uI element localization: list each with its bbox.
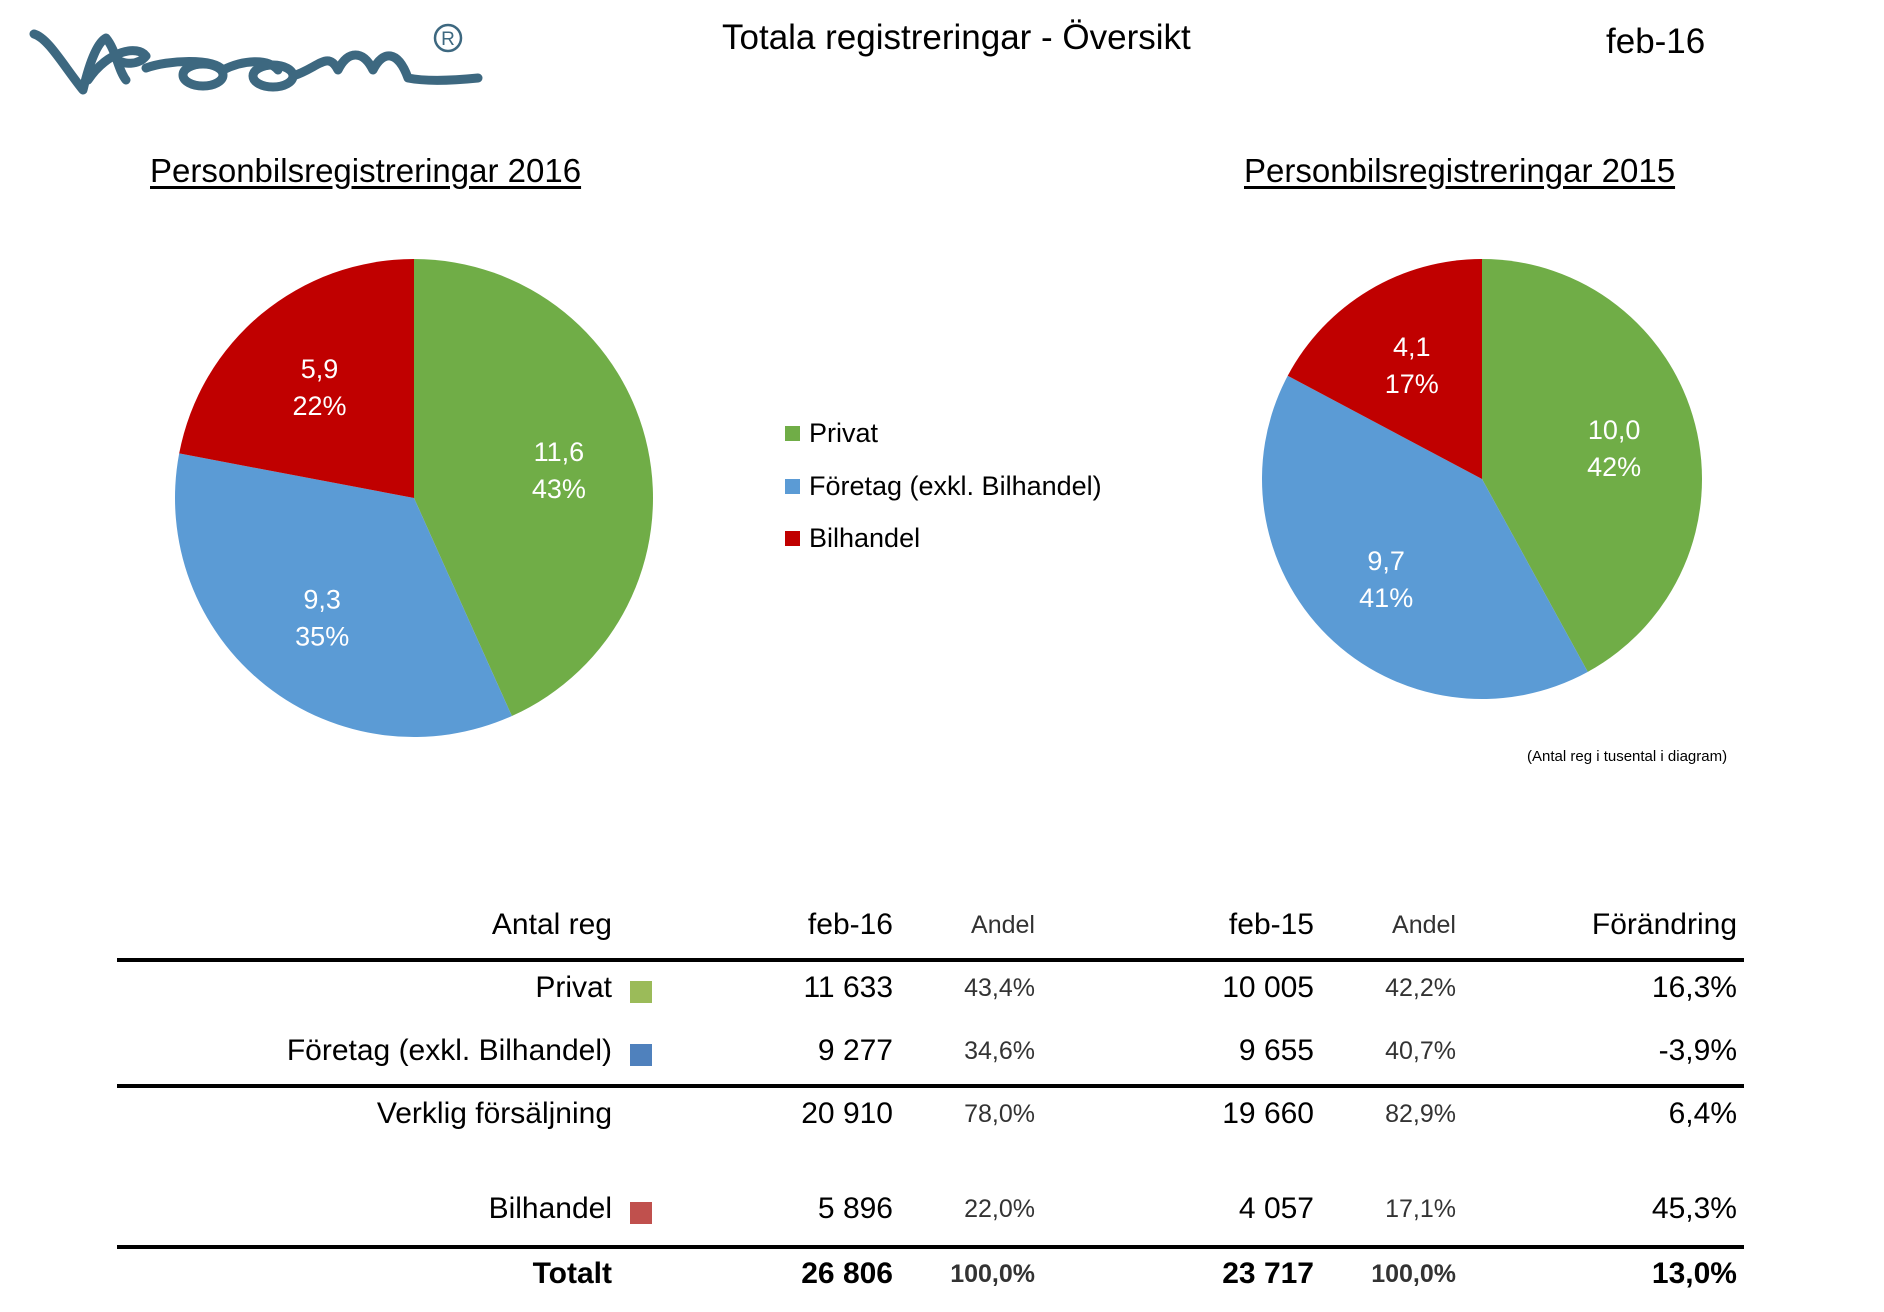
pie-value-label: 9,7	[1367, 546, 1405, 576]
change-percent: 45,3%	[1651, 1192, 1737, 1225]
table-rule	[117, 1084, 1744, 1088]
share-feb16: 100,0%	[950, 1260, 1035, 1288]
pie-value-label: 11,6	[534, 437, 585, 467]
value-feb16: 9 277	[817, 1034, 893, 1067]
pie-slice-företag	[1262, 375, 1588, 699]
pie-value-label: 9,3	[303, 584, 341, 614]
row-label: Privat	[535, 971, 612, 1004]
value-feb15: 4 057	[1238, 1192, 1314, 1225]
share-feb16: 43,4%	[964, 974, 1035, 1002]
col-header-feb15: feb-15	[1228, 908, 1314, 941]
pie-2016: 11,6 43% 9,3 35% 5,9 22%	[175, 259, 653, 737]
pie-percent-label: 42%	[1587, 452, 1641, 482]
col-header-feb16: feb-16	[807, 908, 893, 941]
share-feb16: 78,0%	[964, 1100, 1035, 1128]
value-feb15: 9 655	[1238, 1034, 1314, 1067]
value-feb15: 23 717	[1222, 1257, 1314, 1290]
registered-icon: R	[433, 23, 463, 53]
legend-swatch-bilhandel	[785, 531, 800, 546]
value-feb16: 20 910	[801, 1097, 893, 1130]
share-feb15: 82,9%	[1385, 1100, 1456, 1128]
legend-label: Privat	[809, 418, 879, 448]
legend-label: Bilhandel	[809, 523, 921, 553]
pie-slice-privat	[1482, 259, 1702, 672]
row-label: Företag (exkl. Bilhandel)	[286, 1034, 612, 1067]
svg-text:R: R	[441, 29, 455, 50]
share-feb16: 22,0%	[964, 1195, 1035, 1223]
change-percent: 6,4%	[1668, 1097, 1737, 1130]
category-swatch	[630, 1044, 652, 1066]
value-feb16: 11 633	[803, 971, 893, 1004]
change-percent: 13,0%	[1651, 1257, 1737, 1290]
chart-unit-note: (Antal reg i tusental i diagram)	[1527, 748, 1728, 765]
row-label: Totalt	[532, 1257, 612, 1290]
change-percent: 16,3%	[1651, 971, 1737, 1004]
pie-percent-label: 41%	[1359, 583, 1413, 613]
col-header-andel15: Andel	[1392, 911, 1456, 939]
category-swatch	[630, 1202, 652, 1224]
row-label: Verklig försäljning	[376, 1097, 612, 1130]
pie-percent-label: 17%	[1385, 369, 1439, 399]
share-feb15: 40,7%	[1385, 1037, 1456, 1065]
share-feb15: 17,1%	[1385, 1195, 1456, 1223]
pie-slice-privat	[414, 259, 653, 717]
change-percent: -3,9%	[1658, 1034, 1737, 1067]
legend-item-bilhandel: Bilhandel	[785, 523, 920, 554]
pie-slice-bilhandel	[1287, 259, 1482, 479]
vroom-logo: R	[29, 23, 483, 95]
legend-swatch-privat	[785, 426, 800, 441]
value-feb15: 19 660	[1222, 1097, 1314, 1130]
legend-label: Företag (exkl. Bilhandel)	[809, 471, 1102, 501]
report-date: feb-16	[1606, 22, 1706, 61]
col-header-antal-reg: Antal reg	[491, 908, 612, 941]
pie-value-label: 5,9	[301, 354, 339, 384]
value-feb15: 10 005	[1222, 971, 1314, 1004]
pie-value-label: 10,0	[1588, 415, 1641, 445]
pie-percent-label: 43%	[532, 474, 586, 504]
chart-title-2015: Personbilsregistreringar 2015	[1244, 152, 1676, 189]
legend-item-privat: Privat	[785, 418, 878, 449]
pie-value-label: 4,1	[1393, 332, 1431, 362]
category-swatch	[630, 981, 652, 1003]
pie-slice-företag	[175, 453, 512, 737]
col-header-andel16: Andel	[971, 911, 1035, 939]
page-title: Totala registreringar - Översikt	[722, 18, 1191, 57]
value-feb16: 5 896	[817, 1192, 893, 1225]
pie-percent-label: 22%	[292, 391, 346, 421]
pie-2015: 10,0 42% 9,7 41% 4,1 17%	[1262, 259, 1702, 699]
table-rule	[117, 958, 1744, 962]
pie-slice-bilhandel	[179, 259, 414, 498]
row-label: Bilhandel	[488, 1192, 612, 1225]
legend-item-foretag: Företag (exkl. Bilhandel)	[785, 471, 1102, 502]
value-feb16: 26 806	[801, 1257, 893, 1290]
share-feb15: 42,2%	[1385, 974, 1456, 1002]
share-feb15: 100,0%	[1371, 1260, 1456, 1288]
chart-title-2016: Personbilsregistreringar 2016	[150, 152, 582, 189]
table-rule	[117, 1245, 1744, 1249]
legend-swatch-foretag	[785, 479, 800, 494]
pie-percent-label: 35%	[295, 621, 349, 651]
share-feb16: 34,6%	[964, 1037, 1035, 1065]
col-header-forandring: Förändring	[1591, 908, 1737, 941]
